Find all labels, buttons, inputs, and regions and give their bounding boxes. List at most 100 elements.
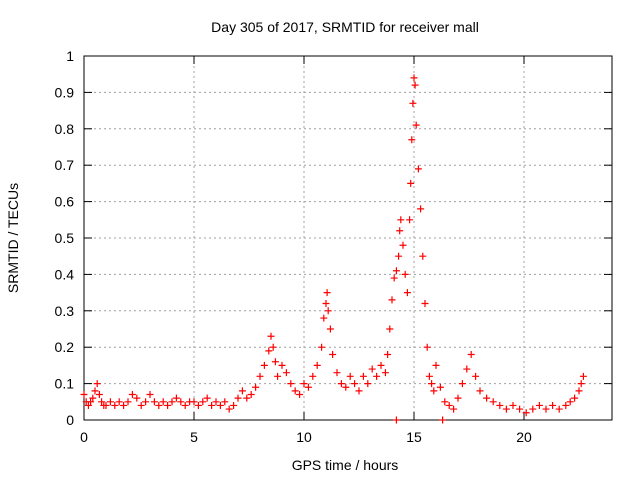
data-point [419, 252, 427, 260]
data-point [428, 380, 436, 388]
data-point [439, 416, 447, 424]
x-tick-label: 15 [406, 429, 422, 445]
data-point [355, 387, 363, 395]
data-point [326, 325, 334, 333]
y-tick-label: 0.5 [55, 230, 75, 246]
data-point [458, 380, 466, 388]
data-point [234, 394, 242, 402]
data-points [80, 74, 587, 424]
data-point [346, 372, 354, 380]
data-point [323, 289, 331, 297]
data-point [203, 394, 211, 402]
data-point [411, 81, 419, 89]
data-point [368, 365, 376, 373]
data-point [142, 398, 150, 406]
data-point [274, 372, 282, 380]
y-tick-label: 0.9 [55, 84, 75, 100]
data-point [566, 398, 574, 406]
data-point [450, 405, 458, 413]
y-tick-label: 0.8 [55, 121, 75, 137]
data-point [463, 365, 471, 373]
data-point [256, 372, 264, 380]
x-tick-label: 20 [516, 429, 532, 445]
data-point [579, 372, 587, 380]
data-point [516, 405, 524, 413]
data-point [571, 394, 579, 402]
data-point [397, 216, 405, 224]
data-point [412, 121, 420, 129]
data-point [124, 398, 132, 406]
data-point [296, 391, 304, 399]
data-point [212, 398, 220, 406]
data-point [190, 398, 198, 406]
data-point [483, 394, 491, 402]
data-point [390, 274, 398, 282]
data-point [454, 394, 462, 402]
data-point [216, 401, 224, 409]
data-point [509, 401, 517, 409]
data-point [384, 350, 392, 358]
data-point [155, 401, 163, 409]
data-point [115, 398, 123, 406]
data-point [80, 391, 88, 399]
data-point [364, 380, 372, 388]
data-point [324, 307, 332, 315]
y-tick-label: 0.2 [55, 339, 75, 355]
data-point [577, 380, 585, 388]
y-tick-label: 0.1 [55, 376, 75, 392]
data-point [243, 394, 251, 402]
y-axis-label: SRMTID / TECUs [5, 183, 21, 293]
data-point [150, 398, 158, 406]
data-point [291, 387, 299, 395]
data-point [168, 398, 176, 406]
data-point [408, 136, 416, 144]
y-tick-label: 1 [66, 48, 74, 64]
data-point [421, 300, 429, 308]
data-point [496, 401, 504, 409]
data-point [98, 398, 106, 406]
data-point [164, 401, 172, 409]
data-point [522, 409, 530, 417]
data-point [542, 405, 550, 413]
grid [84, 56, 612, 420]
x-tick-label: 5 [190, 429, 198, 445]
data-point [159, 398, 167, 406]
data-point [269, 343, 277, 351]
x-axis-label: GPS time / hours [292, 457, 399, 473]
data-point [351, 380, 359, 388]
data-point [407, 179, 415, 187]
data-point [535, 401, 543, 409]
data-point [172, 394, 180, 402]
data-point [430, 387, 438, 395]
data-point [225, 405, 233, 413]
data-point [377, 361, 385, 369]
data-point [445, 401, 453, 409]
data-point [414, 165, 422, 173]
data-point [333, 369, 341, 377]
data-point [381, 369, 389, 377]
data-point [409, 99, 417, 107]
data-point [549, 401, 557, 409]
data-point [194, 401, 202, 409]
data-point [322, 300, 330, 308]
data-point [252, 383, 260, 391]
y-tick-label: 0 [66, 412, 74, 428]
data-point [304, 383, 312, 391]
data-point [406, 216, 414, 224]
data-point [282, 369, 290, 377]
data-point [238, 387, 246, 395]
data-point [425, 372, 433, 380]
axis-ticks: 00.10.20.30.40.50.60.70.80.910 5 10 15 20 [55, 48, 612, 445]
data-point [359, 372, 367, 380]
data-point [181, 401, 189, 409]
chart-title: Day 305 of 2017, SRMTID for receiver mal… [211, 19, 479, 35]
data-point [395, 252, 403, 260]
data-point [373, 372, 381, 380]
data-point [467, 350, 475, 358]
data-point [410, 74, 418, 82]
data-point [95, 391, 103, 399]
data-point [177, 398, 185, 406]
plot-frame [83, 55, 613, 421]
data-point [278, 361, 286, 369]
data-point [313, 361, 321, 369]
